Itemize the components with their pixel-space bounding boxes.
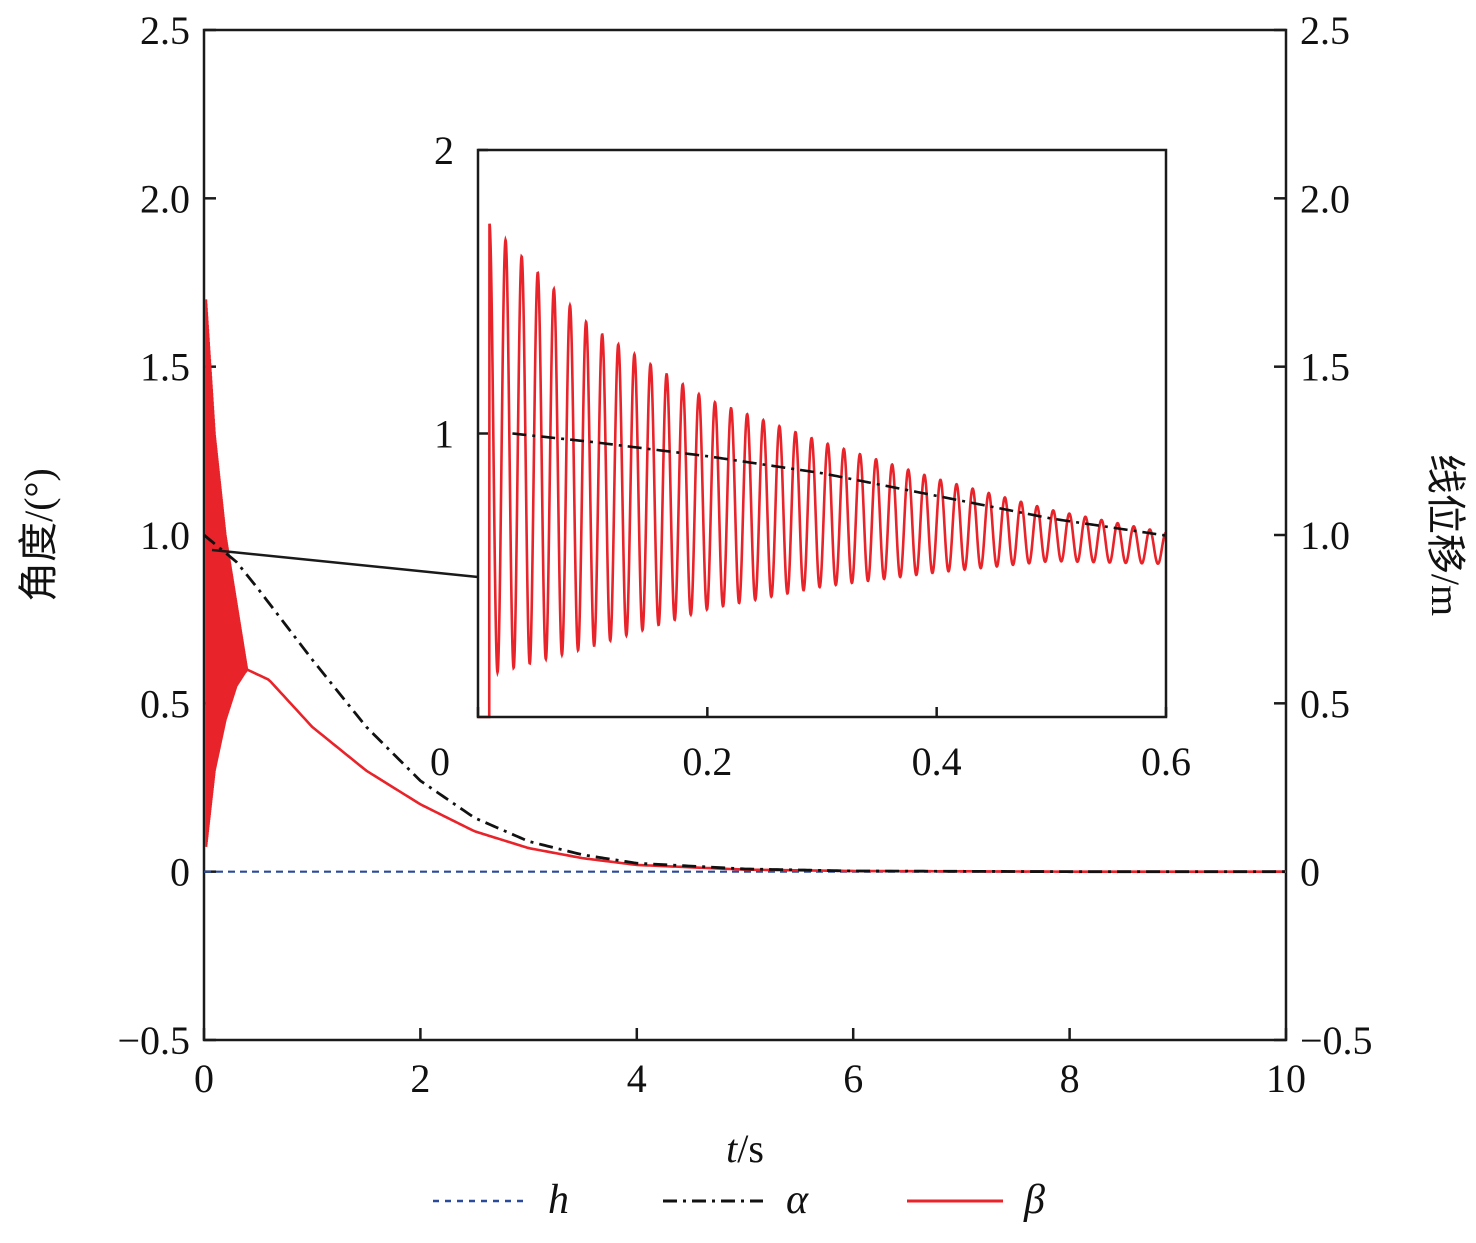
main-y-axis-left: −0.5 0 0.5 1.0 1.5 2.0 2.5 bbox=[117, 8, 216, 1063]
series-beta-oscillation bbox=[205, 299, 249, 847]
main-x-tick-label: 10 bbox=[1266, 1056, 1306, 1101]
main-y-tick-label: 0.5 bbox=[140, 681, 190, 726]
inset-y-axis: 12 bbox=[434, 128, 488, 457]
main-y-tick-label: 0 bbox=[170, 850, 190, 895]
legend-label-alpha: α bbox=[786, 1177, 809, 1223]
main-x-tick-label: 6 bbox=[843, 1056, 863, 1101]
main-series-layer bbox=[203, 299, 1286, 874]
series-beta-line bbox=[246, 668, 1286, 873]
y-axis-label-right: 线位移/m bbox=[1423, 454, 1468, 616]
main-y-right-tick-label: 2.5 bbox=[1300, 8, 1350, 53]
main-y-tick-label: 2.5 bbox=[140, 8, 190, 53]
main-y-right-tick-label: 0.5 bbox=[1300, 681, 1350, 726]
inset-background bbox=[478, 150, 1166, 717]
main-y-tick-label: −0.5 bbox=[117, 1018, 190, 1063]
inset-x-tick-label: 0.4 bbox=[912, 739, 962, 784]
main-y-right-tick-label: 1.0 bbox=[1300, 513, 1350, 558]
inset-x-tick-label: 0.2 bbox=[682, 739, 732, 784]
main-x-tick-label: 4 bbox=[627, 1056, 647, 1101]
main-x-axis: 0 2 4 6 8 10 bbox=[194, 1028, 1306, 1101]
y-axis-label-left: 角度/(°) bbox=[16, 468, 61, 602]
inset-y-tick-label: 2 bbox=[434, 128, 454, 173]
main-x-tick-label: 0 bbox=[194, 1056, 214, 1101]
main-y-axis-right: −0.5 0 0.5 1.0 1.5 2.0 2.5 bbox=[1274, 8, 1373, 1063]
main-y-tick-label: 1.5 bbox=[140, 345, 190, 390]
x-axis-label: t/s bbox=[726, 1126, 764, 1171]
main-y-tick-label: 2.0 bbox=[140, 176, 190, 221]
inset-x-axis: 0 0.2 0.4 0.6 bbox=[430, 707, 1191, 784]
x-axis-label-symbol: t bbox=[726, 1126, 738, 1171]
inset-series-beta-line bbox=[478, 223, 1167, 719]
inset-series-alpha-line bbox=[512, 432, 1167, 537]
main-x-tick-label: 8 bbox=[1060, 1056, 1080, 1101]
main-x-tick-label: 2 bbox=[410, 1056, 430, 1101]
legend-label-beta: β bbox=[1023, 1177, 1045, 1223]
main-y-tick-label: 1.0 bbox=[140, 513, 190, 558]
main-y-right-tick-label: −0.5 bbox=[1300, 1018, 1373, 1063]
main-y-right-tick-label: 1.5 bbox=[1300, 345, 1350, 390]
main-y-right-tick-label: 0 bbox=[1300, 850, 1320, 895]
series-alpha-line bbox=[203, 533, 1286, 874]
inset-x-tick-label: 0.6 bbox=[1141, 739, 1191, 784]
inset-series-layer bbox=[478, 223, 1167, 719]
zoom-connector-line bbox=[211, 548, 479, 579]
x-axis-label-unit: /s bbox=[737, 1126, 764, 1171]
legend-label-h: h bbox=[548, 1177, 569, 1223]
inset-x-tick-label: 0 bbox=[430, 739, 450, 784]
main-y-right-tick-label: 2.0 bbox=[1300, 176, 1350, 221]
inset-y-tick-label: 1 bbox=[434, 412, 454, 457]
